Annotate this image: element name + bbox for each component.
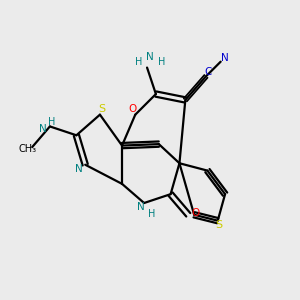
Text: O: O — [128, 104, 136, 114]
Text: S: S — [216, 220, 223, 230]
Text: H: H — [148, 209, 155, 219]
Text: N: N — [75, 164, 82, 174]
Text: N: N — [137, 202, 145, 212]
Text: C: C — [205, 67, 212, 77]
Text: S: S — [98, 104, 105, 114]
Text: CH₃: CH₃ — [19, 143, 37, 154]
Text: O: O — [191, 208, 200, 218]
Text: N: N — [39, 124, 46, 134]
Text: H: H — [158, 57, 165, 67]
Text: H: H — [48, 117, 55, 127]
Text: N: N — [221, 53, 229, 63]
Text: H: H — [135, 57, 142, 67]
Text: N: N — [146, 52, 154, 62]
